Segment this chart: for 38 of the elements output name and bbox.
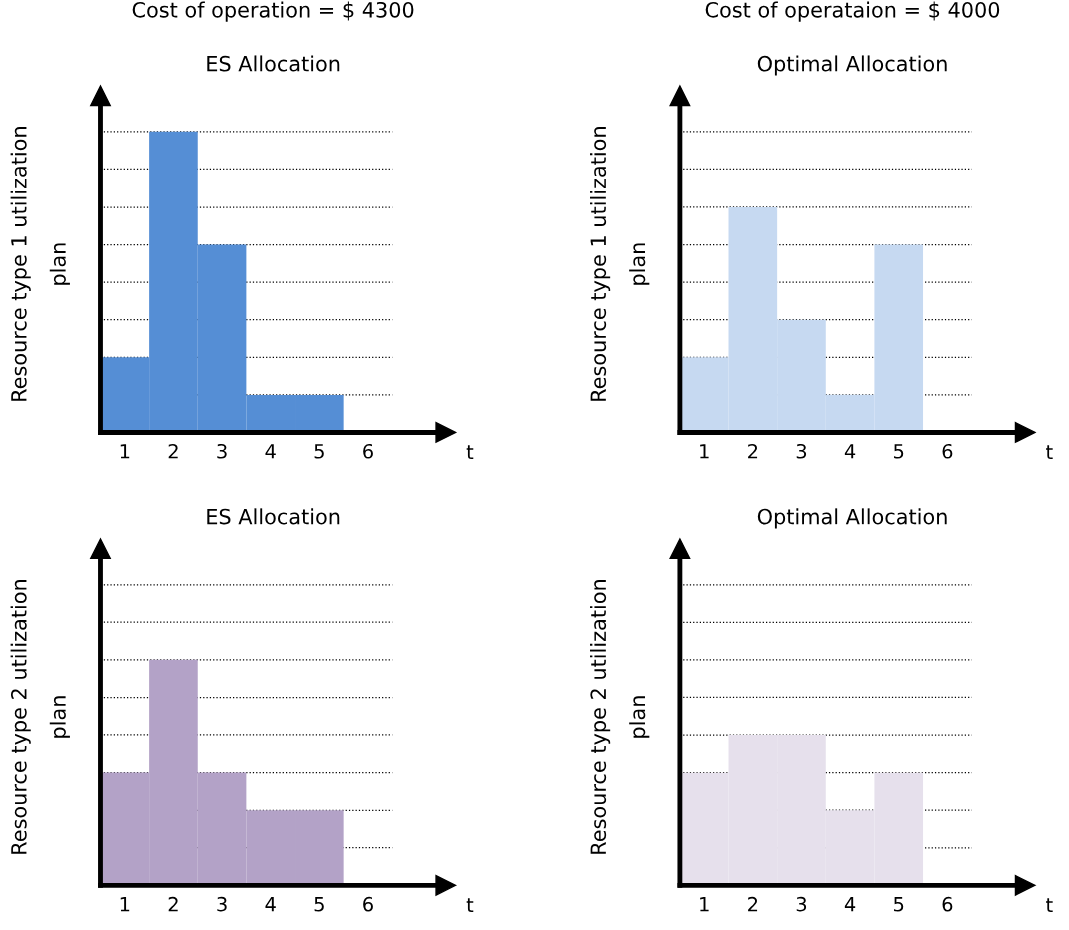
x-tick-label: 1 <box>700 444 709 459</box>
x-tick-label: 3 <box>796 896 807 912</box>
x-tick-label: 3 <box>796 443 807 459</box>
x-tick-label: 1 <box>120 897 130 912</box>
x-axis-title: t <box>1046 445 1053 460</box>
x-tick-label: 2 <box>748 896 758 912</box>
x-tick-label: 5 <box>894 897 904 912</box>
y-axis-title: Resource type 2 utilization plan <box>10 580 70 854</box>
x-tick-label: 2 <box>168 443 178 459</box>
x-tick-label: 6 <box>942 443 953 459</box>
chart-subtitle: ES Allocation <box>207 55 340 72</box>
x-tick-label: 1 <box>120 444 130 459</box>
y-axis-title: Resource type 1 utilization plan <box>10 127 70 401</box>
x-axis-title: t <box>1046 898 1053 912</box>
x-tick-label: 1 <box>700 897 709 912</box>
x-tick-label: 5 <box>894 444 904 459</box>
x-axis-title: t <box>466 445 474 460</box>
x-tick-label: 4 <box>265 897 276 912</box>
x-tick-label: 4 <box>265 444 276 459</box>
y-axis-title: Resource type 1 utilization plan <box>590 127 650 401</box>
x-tick-label: 2 <box>748 443 758 459</box>
x-tick-label: 6 <box>942 896 953 912</box>
x-axis-title: t <box>466 898 474 912</box>
chart-subtitle: Optimal Allocation <box>757 55 947 76</box>
x-tick-label: 2 <box>168 896 178 912</box>
x-tick-label: 5 <box>314 444 324 459</box>
chart-title: Optimal Allocation <box>757 508 947 529</box>
x-tick-label: 5 <box>314 897 324 912</box>
x-tick-label: 4 <box>844 897 856 912</box>
y-axis-title: Resource type 2 utilization plan <box>590 580 650 854</box>
chart-title: ES Allocation <box>207 508 340 525</box>
x-tick-label: 3 <box>217 896 227 912</box>
x-tick-label: 4 <box>844 444 856 459</box>
x-tick-label: 3 <box>217 443 227 459</box>
chart-title: Cost of operation = $ 4300 <box>132 1 414 22</box>
x-tick-label: 6 <box>363 896 373 912</box>
chart-title: Cost of operataion = $ 4000 <box>705 1 1000 22</box>
x-tick-label: 6 <box>363 443 373 459</box>
